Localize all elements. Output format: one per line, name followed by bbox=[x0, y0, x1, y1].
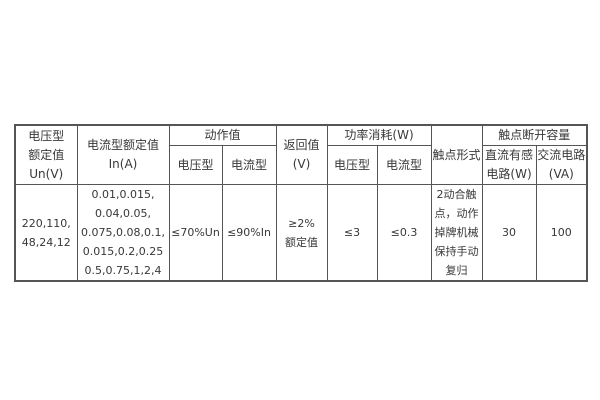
cell-power-current: ≤0.3 bbox=[376, 184, 432, 282]
cell-return-value: ≥2% 额定值 bbox=[275, 184, 328, 282]
header-power-voltage-type: 电压型 bbox=[326, 145, 378, 185]
cell-current-rated-values: 0.01,0.015, 0.04,0.05, 0.075,0.08,0.1, 0… bbox=[76, 184, 170, 282]
header-action-value-group: 动作值 bbox=[168, 124, 277, 146]
table-row: 220,110, 48,24,12 0.01,0.015, 0.04,0.05,… bbox=[14, 184, 588, 282]
header-return-value: 返回值 (V) bbox=[275, 124, 328, 185]
header-row-sub: 电压型 电流型 电压型 电流型 直流有感 电路(W) 交流电路 (VA) bbox=[15, 145, 588, 185]
header-contact-form: 触点形式 bbox=[430, 124, 483, 185]
header-power-current-type: 电流型 bbox=[376, 145, 432, 185]
cell-breaking-dc: 30 bbox=[481, 184, 537, 282]
header-power-consumption-group: 功率消耗(W) bbox=[326, 124, 432, 146]
cell-breaking-ac: 100 bbox=[535, 184, 588, 282]
header-action-current-type: 电流型 bbox=[221, 145, 277, 185]
header-current-rated: 电流型额定值 In(A) bbox=[76, 124, 170, 185]
header-row-groups: 电压型 额定值 Un(V) 电流型额定值 In(A) 动作值 返回值 (V) 功… bbox=[14, 124, 588, 185]
header-action-voltage-type: 电压型 bbox=[168, 145, 223, 185]
relay-specification-table: 电压型 额定值 Un(V) 电流型额定值 In(A) 动作值 返回值 (V) 功… bbox=[14, 124, 589, 282]
header-contact-breaking-group: 触点断开容量 bbox=[481, 124, 588, 146]
cell-contact-form: 2动合触 点，动作 掉牌机械 保持手动 复归 bbox=[430, 184, 483, 282]
header-voltage-rated: 电压型 额定值 Un(V) bbox=[14, 124, 78, 185]
cell-power-voltage: ≤3 bbox=[326, 184, 378, 282]
cell-voltage-rated-values: 220,110, 48,24,12 bbox=[14, 184, 78, 282]
cell-action-current: ≤90%In bbox=[221, 184, 277, 282]
header-breaking-dc-circuit: 直流有感 电路(W) bbox=[481, 145, 537, 185]
header-breaking-ac-circuit: 交流电路 (VA) bbox=[535, 145, 588, 185]
cell-action-voltage: ≤70%Un bbox=[168, 184, 223, 282]
